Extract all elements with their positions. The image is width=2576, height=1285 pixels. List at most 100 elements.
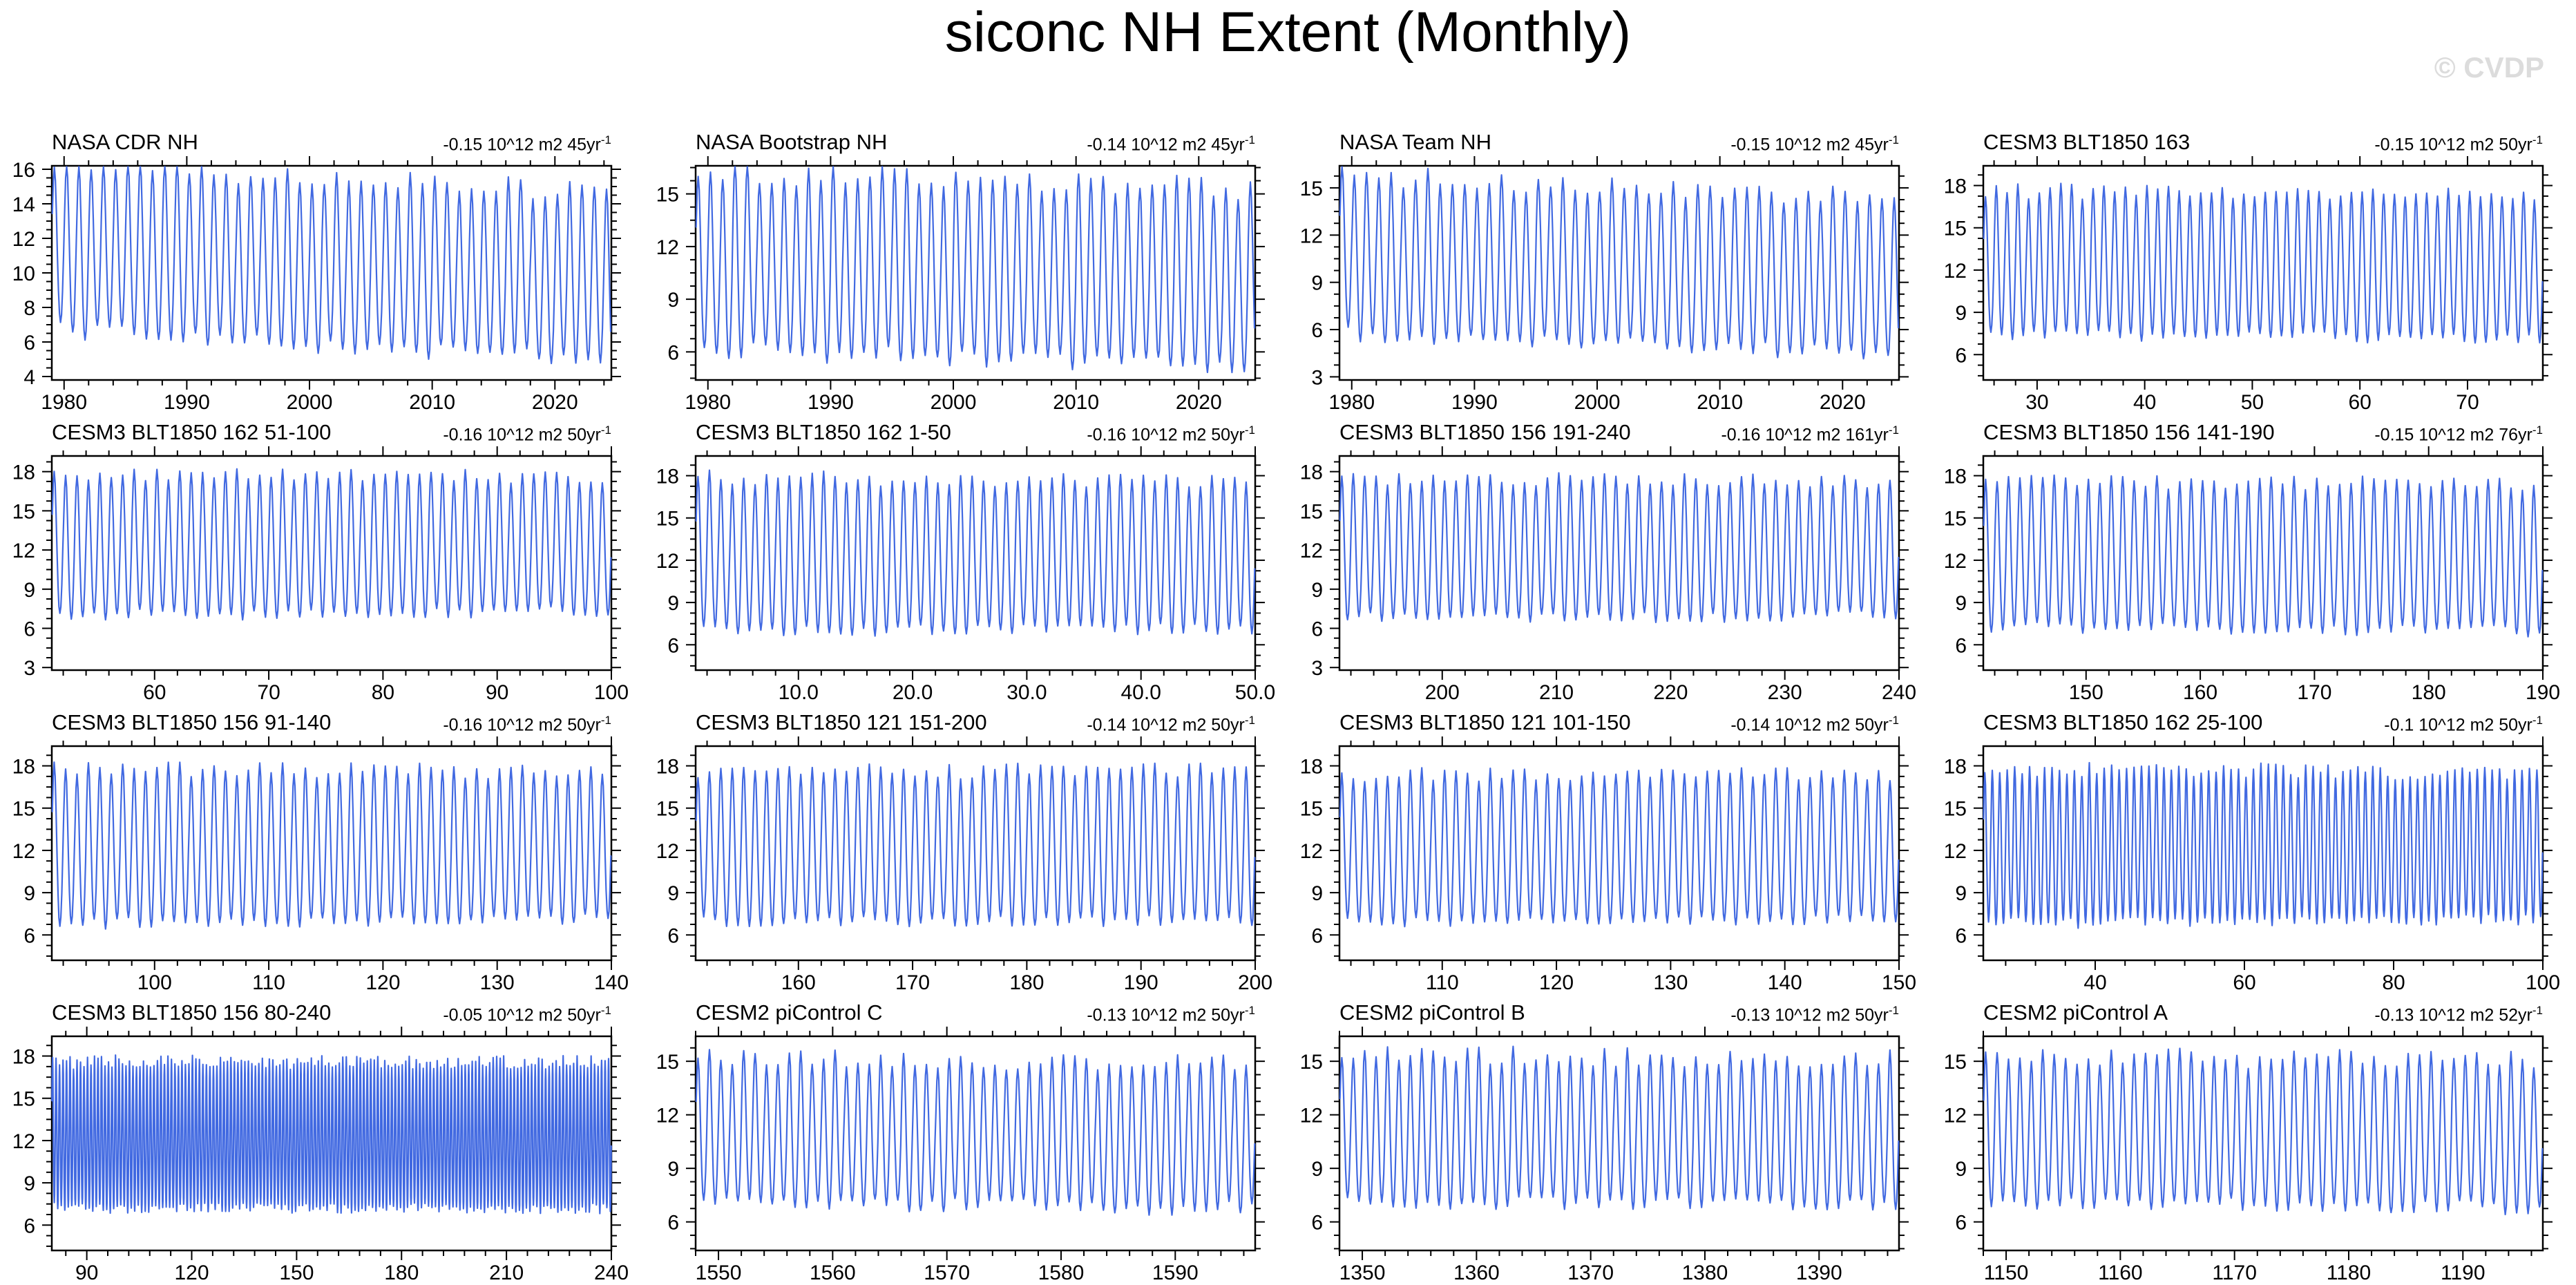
- chart-panel: NASA CDR NH -0.15 10^12 m2 45yr-1 4 6 8 10 1…: [0, 122, 644, 414]
- panel-header: CESM3 BLT1850 162 1-50 -0.16 10^12 m2 50…: [644, 412, 1288, 446]
- panel-trend-label: -0.13 10^12 m2 52yr-1: [2374, 1003, 2543, 1025]
- svg-text:18: 18: [1300, 756, 1323, 779]
- svg-text:12: 12: [656, 1105, 679, 1127]
- svg-text:18: 18: [1944, 466, 1967, 488]
- svg-text:1390: 1390: [1796, 1262, 1842, 1284]
- svg-text:130: 130: [1653, 971, 1688, 994]
- svg-text:1980: 1980: [685, 391, 731, 414]
- panel-title: CESM2 piControl B: [1339, 1000, 1525, 1025]
- svg-text:170: 170: [2297, 681, 2331, 704]
- svg-text:6: 6: [1311, 319, 1323, 342]
- panel-title: CESM3 BLT1850 163: [1983, 130, 2191, 154]
- panel-header: CESM3 BLT1850 121 151-200 -0.14 10^12 m2…: [644, 702, 1288, 736]
- line-plot: 6 9 12 15 18 100 110 120 130 140: [12, 736, 629, 994]
- line-plot: 6 9 12 15 1550 1560 1570 1580 1590: [656, 1027, 1265, 1284]
- svg-text:2020: 2020: [532, 391, 578, 414]
- line-plot: 3 6 9 12 15 18 60 70 80 90 100: [12, 446, 629, 704]
- panel-title: CESM3 BLT1850 121 151-200: [696, 710, 987, 734]
- svg-text:3: 3: [23, 657, 35, 680]
- line-plot: 3 6 9 12 15 1980 1990 2000 2010 2020: [1300, 156, 1909, 414]
- panel-header: NASA CDR NH -0.15 10^12 m2 45yr-1: [0, 122, 644, 156]
- chart-panel: CESM3 BLT1850 156 91-140 -0.16 10^12 m2 …: [0, 702, 644, 994]
- svg-text:15: 15: [12, 1088, 35, 1111]
- svg-text:2020: 2020: [1820, 391, 1866, 414]
- svg-text:2020: 2020: [1176, 391, 1222, 414]
- panel-trend-label: -0.15 10^12 m2 45yr-1: [1730, 133, 1899, 154]
- panel-title: NASA CDR NH: [52, 130, 198, 154]
- svg-text:18: 18: [656, 756, 679, 779]
- svg-text:50: 50: [2241, 391, 2264, 414]
- svg-text:6: 6: [23, 1215, 35, 1237]
- svg-text:2000: 2000: [931, 391, 977, 414]
- panel-trend-label: -0.13 10^12 m2 50yr-1: [1087, 1003, 1255, 1025]
- svg-text:110: 110: [252, 971, 285, 994]
- panel-header: CESM2 piControl B -0.13 10^12 m2 50yr-1: [1288, 992, 1931, 1027]
- panel-header: CESM3 BLT1850 121 101-150 -0.14 10^12 m2…: [1288, 702, 1931, 736]
- svg-text:1980: 1980: [1328, 391, 1375, 414]
- chart-panel: CESM2 piControl A -0.13 10^12 m2 52yr-1 …: [1931, 992, 2575, 1284]
- svg-text:9: 9: [667, 1158, 679, 1181]
- chart-panel: CESM3 BLT1850 156 141-190 -0.15 10^12 m2…: [1931, 412, 2575, 704]
- svg-text:1570: 1570: [924, 1262, 970, 1284]
- svg-text:1560: 1560: [810, 1262, 856, 1284]
- svg-text:1370: 1370: [1567, 1262, 1614, 1284]
- panel-title: CESM3 BLT1850 162 1-50: [696, 420, 951, 444]
- svg-text:12: 12: [656, 236, 679, 259]
- line-plot: 6 9 12 15 1350 1360 1370 1380 1390: [1300, 1027, 1909, 1284]
- svg-text:2010: 2010: [409, 391, 455, 414]
- chart-panel: CESM3 BLT1850 156 80-240 -0.05 10^12 m2 …: [0, 992, 644, 1284]
- svg-text:60: 60: [143, 681, 166, 704]
- svg-text:1980: 1980: [41, 391, 87, 414]
- svg-text:2010: 2010: [1053, 391, 1099, 414]
- svg-text:110: 110: [1426, 971, 1459, 994]
- panel-title: CESM3 BLT1850 162 51-100: [52, 420, 332, 444]
- svg-text:150: 150: [279, 1262, 314, 1284]
- svg-text:6: 6: [1955, 1212, 1967, 1235]
- svg-text:140: 140: [594, 971, 629, 994]
- svg-text:80: 80: [2382, 971, 2405, 994]
- panel-trend-label: -0.05 10^12 m2 50yr-1: [443, 1003, 611, 1025]
- panel-title: NASA Bootstrap NH: [696, 130, 888, 154]
- svg-text:6: 6: [667, 341, 679, 364]
- svg-text:130: 130: [480, 971, 515, 994]
- svg-text:2000: 2000: [287, 391, 333, 414]
- svg-text:12: 12: [12, 228, 35, 251]
- line-plot: 6 9 12 15 18 10.0 20.0 30.0 40.0 50.0: [656, 446, 1275, 704]
- svg-text:15: 15: [1944, 798, 1967, 821]
- svg-text:6: 6: [1955, 344, 1967, 367]
- svg-text:40: 40: [2133, 391, 2156, 414]
- panel-header: CESM3 BLT1850 163 -0.15 10^12 m2 50yr-1: [1931, 122, 2575, 156]
- svg-text:200: 200: [1238, 971, 1272, 994]
- svg-text:15: 15: [656, 1051, 679, 1074]
- svg-text:100: 100: [137, 971, 172, 994]
- line-plot: 4 6 8 10 12 14 16 1980 1990 2000 2010 2020: [12, 156, 621, 414]
- svg-text:12: 12: [1300, 540, 1323, 562]
- svg-text:1170: 1170: [2212, 1262, 2257, 1284]
- svg-text:190: 190: [2526, 681, 2560, 704]
- svg-text:12: 12: [12, 840, 35, 863]
- svg-text:12: 12: [12, 1130, 35, 1153]
- svg-text:9: 9: [1311, 1158, 1323, 1181]
- svg-text:6: 6: [1311, 1212, 1323, 1235]
- line-plot: 6 9 12 15 18 30 40 50 60 70: [1944, 156, 2553, 414]
- panel-header: CESM3 BLT1850 162 25-100 -0.1 10^12 m2 5…: [1931, 702, 2575, 736]
- svg-text:9: 9: [23, 1172, 35, 1195]
- panel-title: CESM3 BLT1850 156 191-240: [1339, 420, 1631, 444]
- svg-text:1160: 1160: [2098, 1262, 2143, 1284]
- panel-title: CESM3 BLT1850 156 141-190: [1983, 420, 2275, 444]
- chart-panel: CESM2 piControl C -0.13 10^12 m2 50yr-1 …: [644, 992, 1288, 1284]
- svg-text:2010: 2010: [1697, 391, 1743, 414]
- line-plot: 6 9 12 15 18 150 160 170 180 190: [1944, 446, 2560, 704]
- svg-text:14: 14: [12, 193, 35, 216]
- svg-text:15: 15: [1300, 500, 1323, 523]
- svg-text:6: 6: [23, 924, 35, 947]
- panel-trend-label: -0.16 10^12 m2 50yr-1: [1087, 423, 1255, 444]
- chart-panel: CESM3 BLT1850 162 25-100 -0.1 10^12 m2 5…: [1931, 702, 2575, 994]
- svg-text:20.0: 20.0: [893, 681, 933, 704]
- svg-text:120: 120: [365, 971, 400, 994]
- svg-text:15: 15: [1300, 798, 1323, 821]
- chart-panel: CESM3 BLT1850 156 191-240 -0.16 10^12 m2…: [1288, 412, 1931, 704]
- svg-text:4: 4: [23, 366, 35, 389]
- svg-text:6: 6: [1955, 634, 1967, 657]
- chart-panel: CESM3 BLT1850 163 -0.15 10^12 m2 50yr-1 …: [1931, 122, 2575, 414]
